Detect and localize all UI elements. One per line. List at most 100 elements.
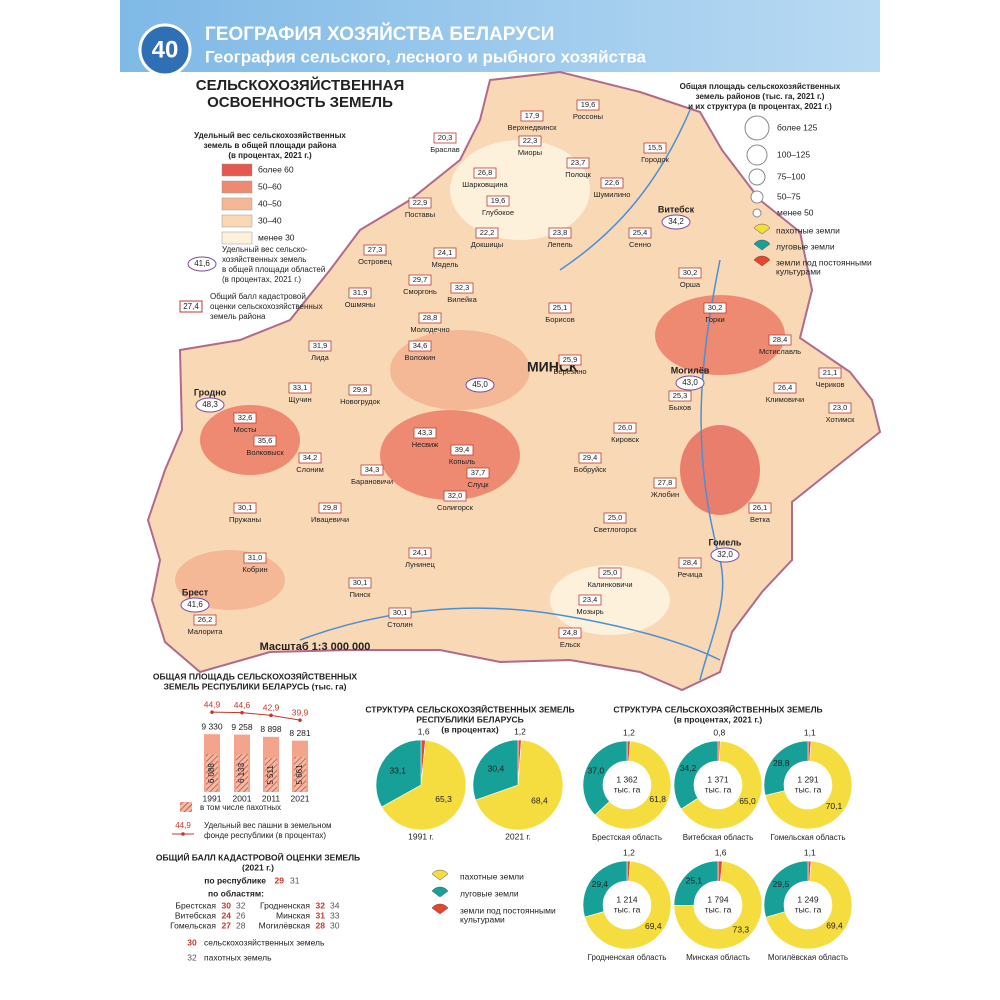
district-score: 35,6 (258, 436, 273, 445)
donut-area: 1 214 (616, 894, 638, 904)
district-score: 23,8 (553, 228, 568, 237)
district-name: Островец (358, 257, 392, 266)
legend-size-circle (750, 190, 764, 204)
slice-label: 28,8 (773, 758, 790, 768)
region-share-oval (195, 397, 225, 413)
district-score-box (450, 444, 474, 456)
district-score: 43,3 (418, 428, 433, 437)
table-name: Витебская (175, 910, 217, 920)
district-score-box (548, 302, 572, 314)
district-name: Шарковщина (462, 180, 508, 189)
district-name: Ивацевичи (311, 515, 349, 524)
donut-name: Брестская область (592, 833, 662, 842)
header-title: ГЕОГРАФИЯ ХОЗЯЙСТВА БЕЛАРУСИ (205, 23, 554, 45)
district-name: Щучин (288, 395, 311, 404)
slice-label: 65,3 (435, 794, 452, 804)
district-score-box (348, 384, 372, 396)
donut-slice (763, 860, 809, 918)
district-name: Мозырь (576, 607, 603, 616)
district-name: Орша (680, 280, 701, 289)
region-share-oval (675, 375, 705, 391)
district-name: Несвиж (412, 440, 439, 449)
district-name: Городок (641, 155, 669, 164)
slice-label: 69,4 (826, 921, 843, 931)
district-score-box (288, 382, 312, 394)
slice-label: 1,2 (623, 847, 635, 857)
header-band (120, 0, 880, 72)
arable-label: 5 511 (266, 765, 275, 785)
district-name: Светлогорск (593, 525, 637, 534)
slice-label: 1,2 (623, 727, 635, 737)
district-score: 22,3 (523, 136, 538, 145)
district-score: 27,3 (368, 245, 383, 254)
district-score: 15,5 (648, 143, 663, 152)
district-score: 32,0 (448, 491, 463, 500)
region-share-oval (180, 597, 210, 613)
map-title: СЕЛЬСКОХОЗЯЙСТВЕННАЯ (196, 76, 404, 94)
district-score: 32,3 (455, 283, 470, 292)
pie-slice (475, 739, 564, 831)
arable-bar (206, 754, 218, 792)
district-score-box (193, 614, 217, 626)
district-score: 28,4 (773, 335, 788, 344)
region-center: Могилёв (671, 365, 710, 375)
district-name: Поставы (405, 210, 435, 219)
pie-name: 1991 г. (408, 831, 434, 841)
legend-size-circle (752, 208, 762, 218)
table-title: ОБЩИЙ БАЛЛ КАДАСТРОВОЙ ОЦЕНКИ ЗЕМЕЛЬ (156, 851, 360, 862)
district-score: 26,0 (618, 423, 633, 432)
table-value: 31 (316, 910, 326, 920)
arable-bar (265, 757, 277, 792)
slice-label: 70,1 (826, 801, 843, 811)
river (559, 109, 691, 271)
arable-label: 5 661 (295, 764, 304, 785)
region-share-oval (465, 377, 495, 393)
slice-label: 29,4 (592, 879, 609, 889)
slice-label: 34,2 (680, 763, 697, 773)
district-score: 31,0 (248, 553, 263, 562)
district-score: 24,1 (413, 548, 428, 557)
x-tick-label: 2001 (233, 793, 252, 803)
donut-name: Гомельская область (770, 833, 845, 842)
table-value: 32 (236, 900, 246, 910)
district-name: Вилейка (447, 295, 477, 304)
table-label: по республике (204, 875, 266, 885)
legend-score-sample: 27,4 (183, 302, 199, 311)
legend-sample: 30 (187, 937, 197, 947)
share-label: 44,9 (204, 699, 221, 709)
district-score-box (518, 135, 542, 147)
district-score: 25,9 (563, 355, 578, 364)
map-zone (450, 140, 590, 240)
chart-title: ЗЕМЕЛЬ РЕСПУБЛИКИ БЕЛАРУСЬ (тыс. га) (164, 681, 347, 691)
chart-title: (в процентах, 2021 г.) (674, 714, 763, 724)
district-name: Чериков (815, 380, 844, 389)
table-title: (2021 г.) (242, 862, 274, 872)
donut-slice (673, 860, 719, 906)
slice-label: 29,5 (773, 879, 790, 889)
district-name: Молодечно (410, 325, 449, 334)
legend-region-oval (187, 256, 217, 272)
donut-name: Могилёвская область (768, 953, 848, 962)
slice-label: 1,1 (804, 727, 816, 737)
district-score-box (233, 502, 257, 514)
legend-wedge (753, 239, 771, 251)
donut-name: Витебская область (683, 833, 754, 842)
district-score-box (748, 502, 772, 514)
legend-label: более 125 (777, 122, 818, 132)
legend-label: пахотные земли (460, 871, 524, 881)
district-score-box (628, 227, 652, 239)
region-share-oval (710, 547, 740, 563)
share-label: 44,6 (234, 700, 251, 710)
district-score: 30,1 (393, 608, 408, 617)
slice-label: 33,1 (389, 766, 406, 776)
map-title: ОСВОЕННОСТЬ ЗЕМЕЛЬ (207, 94, 393, 111)
legend-size-circle (744, 115, 770, 141)
district-name: Пружаны (229, 515, 261, 524)
district-score-box (298, 452, 322, 464)
district-name: Калинковичи (587, 580, 632, 589)
district-score-box (360, 464, 384, 476)
table-value: 30 (222, 900, 232, 910)
share-label: 39,9 (292, 707, 309, 717)
legend-wedge (431, 903, 449, 915)
district-name: Лунинец (405, 560, 435, 569)
